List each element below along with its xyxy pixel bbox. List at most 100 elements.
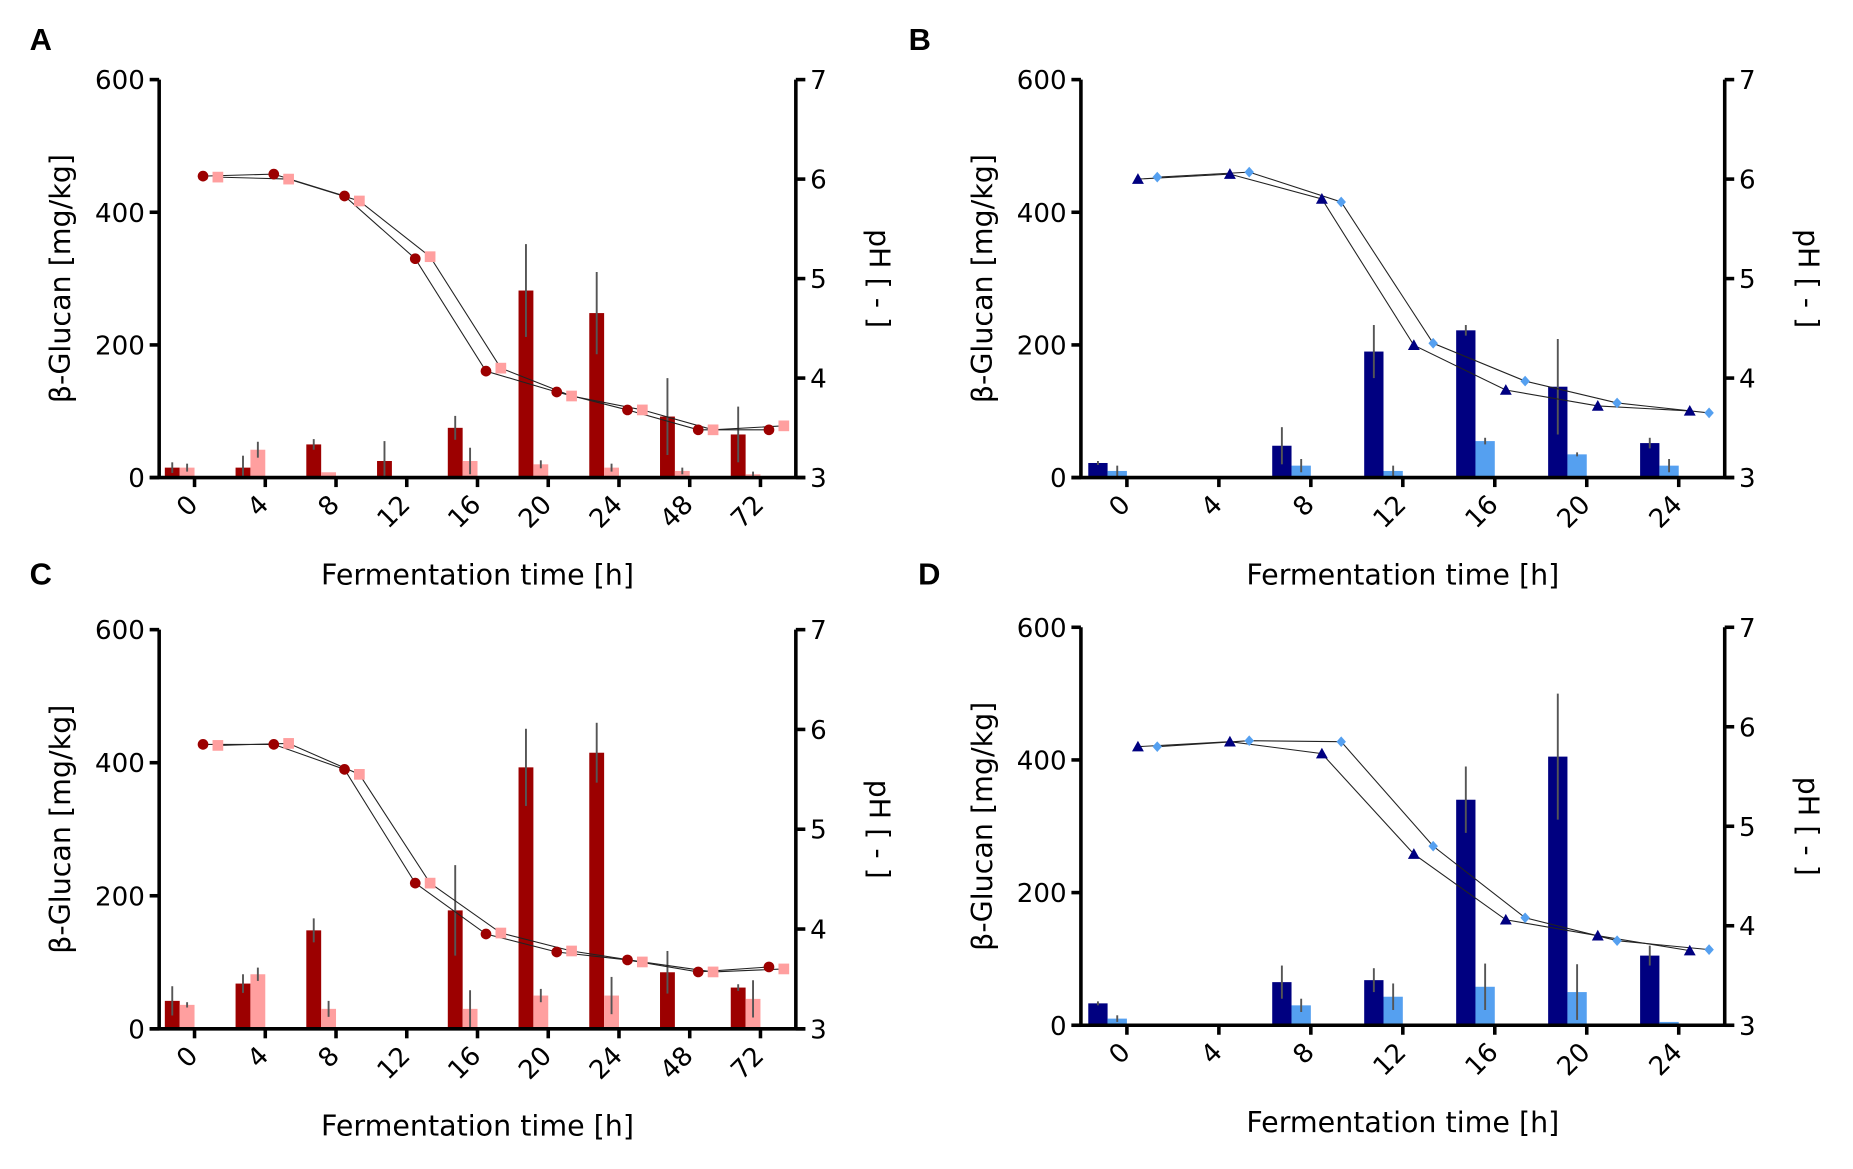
x-tick-label: 0 <box>171 1041 204 1074</box>
x-tick-label: 24 <box>1644 490 1689 535</box>
ph-point-light <box>1152 741 1163 753</box>
ph-point-dark <box>622 404 633 416</box>
x-tick-label: 20 <box>1552 1037 1597 1082</box>
y-tick-label: 400 <box>95 749 145 779</box>
ph-point-dark <box>480 928 492 940</box>
ph-point-light <box>212 740 224 751</box>
y-axis-label: β-Glucan [mg/kg] <box>44 705 77 954</box>
x-tick-label: 16 <box>1460 490 1505 535</box>
x-tick-label: 0 <box>1104 490 1137 523</box>
bar-light <box>1475 441 1495 478</box>
ph-point-dark <box>339 764 350 775</box>
ph-point-dark <box>763 424 775 436</box>
ph-point-light <box>354 768 365 780</box>
x-axis-label: Fermentation time [h] <box>321 558 634 591</box>
ph-point-light <box>495 927 507 939</box>
ph-point-light <box>1612 935 1622 947</box>
x-axis-label: Fermentation time [h] <box>1246 1106 1559 1139</box>
y2-axis-label: pH [ - ] <box>1791 229 1824 328</box>
ph-point-light <box>1152 171 1163 183</box>
x-tick-label: 16 <box>442 1041 487 1086</box>
y2-axis-label: pH [ - ] <box>862 780 895 879</box>
ph-point-light <box>707 424 719 436</box>
y-axis-label: β-Glucan [mg/kg] <box>966 154 999 403</box>
ph-point-light <box>1520 375 1530 387</box>
ph-point-light <box>212 171 224 183</box>
y-tick-label: 600 <box>1017 614 1067 644</box>
ph-point-dark <box>1499 384 1512 395</box>
y-tick-label: 0 <box>1050 464 1067 494</box>
ph-line-dark <box>1137 173 1690 412</box>
x-tick-label: 12 <box>1368 1037 1413 1082</box>
bar-dark <box>1088 462 1108 478</box>
y2-tick-label: 7 <box>810 616 827 646</box>
ph-point-dark <box>197 170 209 182</box>
x-tick-label: 12 <box>372 1041 417 1086</box>
y-tick-label: 200 <box>1017 331 1067 361</box>
panel-b: B 0 200 400 600 3 4 5 6 7 0 4 8 12 16 20 24 β-Glucan [mg/… <box>909 22 1825 592</box>
bar-dark <box>1548 756 1568 1026</box>
bar-light <box>533 464 549 478</box>
ph-point-light <box>1520 912 1530 924</box>
x-tick-label: 12 <box>372 490 417 535</box>
ph-point-light <box>495 362 507 374</box>
x-tick-label: 24 <box>584 490 629 535</box>
ph-point-light <box>636 404 648 416</box>
y-tick-label: 0 <box>128 464 145 494</box>
x-tick-label: 4 <box>1196 1037 1229 1070</box>
x-tick-label: 4 <box>1196 490 1229 523</box>
x-tick-label: 12 <box>1368 490 1413 535</box>
y2-tick-label: 6 <box>810 716 827 746</box>
x-tick-label: 20 <box>1552 490 1597 535</box>
ph-point-dark <box>1683 404 1696 416</box>
bar-dark <box>660 972 675 1029</box>
y-tick-label: 400 <box>1017 199 1067 229</box>
ph-point-dark <box>1131 740 1144 752</box>
x-tick-label: 8 <box>313 1041 346 1074</box>
bar-dark <box>1456 330 1476 478</box>
x-tick-label: 8 <box>313 490 346 523</box>
ph-line-light <box>217 176 784 431</box>
ph-point-dark <box>551 946 563 958</box>
ph-point-dark <box>1131 173 1144 184</box>
ph-line-light <box>1157 171 1710 414</box>
y2-axis-label: pH [ - ] <box>1791 777 1824 876</box>
x-tick-label: 48 <box>655 1041 700 1086</box>
ph-point-dark <box>1315 193 1328 204</box>
y2-tick-label: 7 <box>1739 66 1756 96</box>
ph-point-light <box>283 738 294 749</box>
ph-line-dark <box>1137 741 1690 952</box>
bar-dark <box>730 987 746 1029</box>
bar-dark <box>1640 443 1660 478</box>
x-tick-label: 20 <box>513 1041 558 1086</box>
bar-light <box>321 1008 337 1029</box>
y2-tick-label: 7 <box>1739 614 1756 644</box>
x-tick-label: 4 <box>242 490 275 523</box>
ph-point-dark <box>409 877 421 889</box>
ph-point-light <box>707 966 719 978</box>
bar-light <box>250 974 266 1029</box>
y-tick-label: 600 <box>1017 66 1067 96</box>
ph-point-light <box>1428 337 1438 349</box>
bar-light <box>179 467 195 478</box>
y-axis-label: β-Glucan [mg/kg] <box>44 154 77 403</box>
bar-dark <box>1456 799 1476 1026</box>
ph-point-dark <box>197 739 209 750</box>
ph-point-light <box>566 945 577 957</box>
y-tick-label: 0 <box>1050 1012 1067 1042</box>
y2-tick-label: 3 <box>1739 1012 1756 1042</box>
y-tick-label: 200 <box>1017 879 1067 909</box>
bar-dark <box>1272 982 1292 1026</box>
y-tick-label: 600 <box>95 66 145 96</box>
ph-point-light <box>566 390 577 402</box>
x-tick-label: 72 <box>725 490 770 535</box>
ph-point-dark <box>1407 339 1420 351</box>
bar-dark <box>1364 351 1384 478</box>
ph-point-dark <box>339 190 350 202</box>
y2-tick-label: 7 <box>810 66 827 96</box>
ph-point-dark <box>480 365 492 377</box>
y-tick-label: 400 <box>1017 746 1067 776</box>
panel-letter: A <box>30 22 52 57</box>
ph-point-dark <box>268 739 280 750</box>
ph-point-light <box>1704 407 1714 419</box>
